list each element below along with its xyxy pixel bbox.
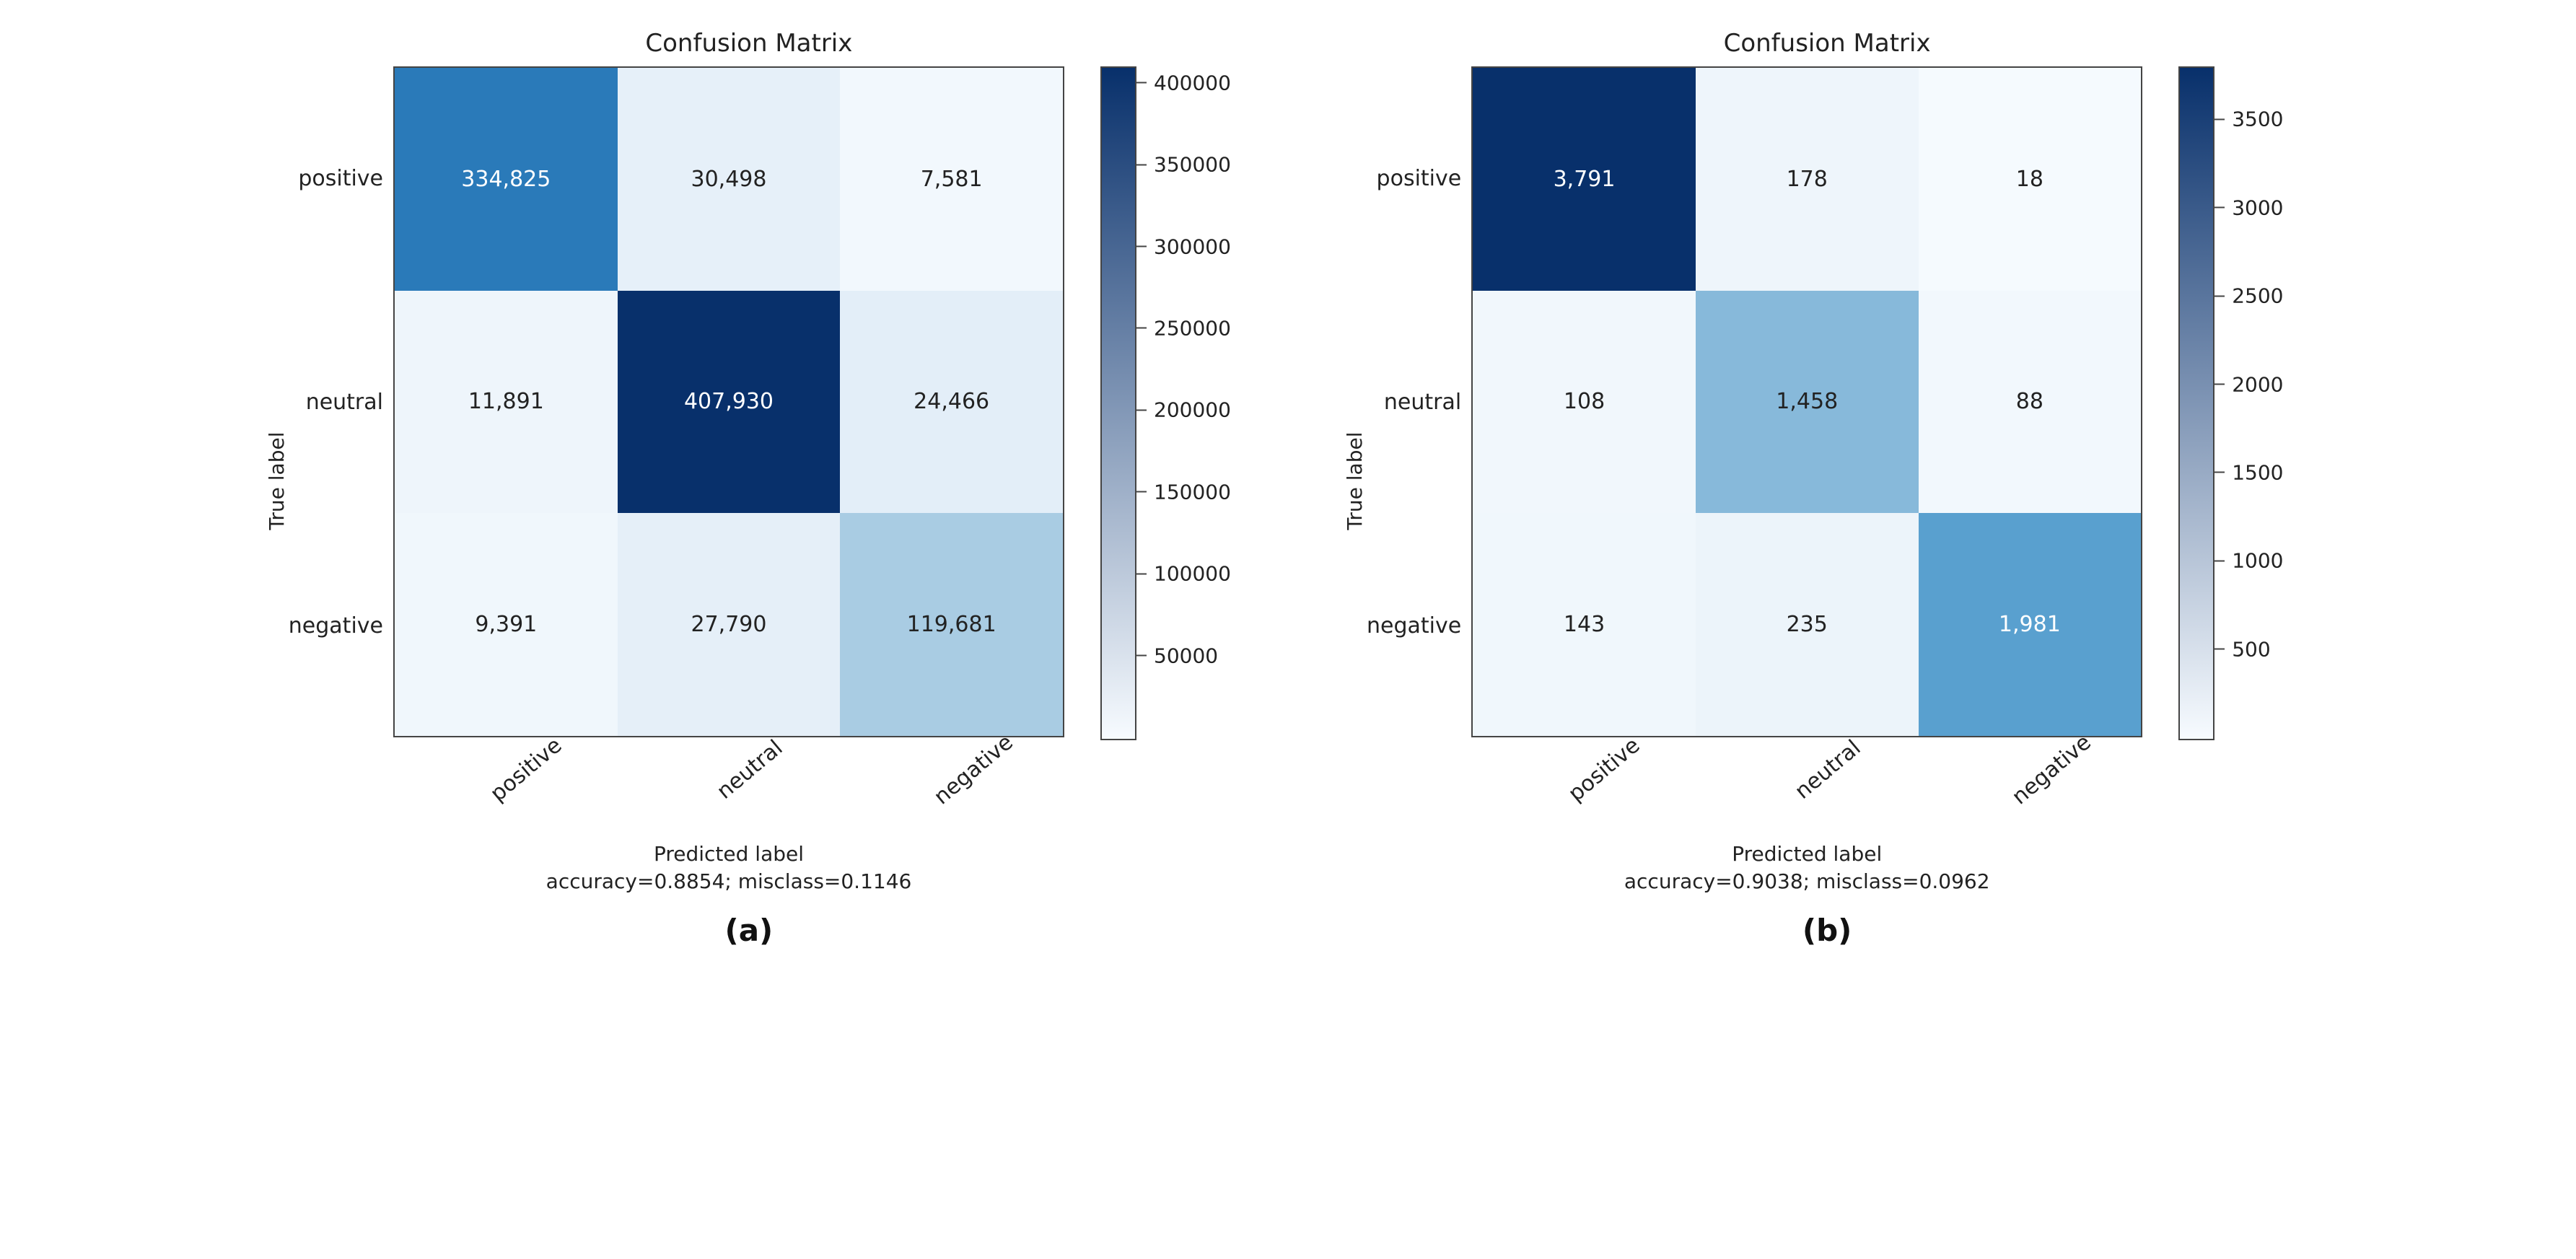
panel-b-colorbar-ticks: 3500 3000 2500 2000 1500 1000 500	[2214, 66, 2316, 737]
panel-b-title: Confusion Matrix	[1724, 29, 1931, 58]
cm-cell-r0-c1: 30,498	[618, 68, 841, 291]
cbar-tick-2000: 2000	[2214, 372, 2283, 396]
panel-b-colorbar-bar	[2178, 66, 2214, 740]
cbar-tick-250000: 250000	[1136, 316, 1231, 340]
cm-cell-r0-c0: 334,825	[395, 68, 618, 291]
panel-b-xticks: positive neutral negative	[1471, 745, 2142, 790]
cbar-tick-2500: 2500	[2214, 284, 2283, 308]
cbar-tick-200000: 200000	[1136, 398, 1231, 422]
panel-a-title: Confusion Matrix	[645, 29, 852, 58]
cbar-tick-150000: 150000	[1136, 480, 1231, 504]
ytick-negative: negative	[1367, 514, 1461, 737]
cbar-tick-3000: 3000	[2214, 196, 2283, 219]
panel-a-xlabel-line2: accuracy=0.8854; misclass=0.1146	[546, 868, 912, 895]
panel-a-colorbar-ticks: 400000 350000 300000 250000 200000 150000 1000…	[1136, 66, 1237, 737]
cbar-tick-50000: 50000	[1136, 644, 1218, 667]
panel-a-xaxis-block: Predicted label accuracy=0.8854; misclas…	[393, 841, 1064, 895]
panel-b-subfig-label: (b)	[1802, 913, 1852, 948]
cm-cell-r1-c1: 407,930	[618, 291, 841, 514]
ytick-positive: positive	[298, 66, 383, 290]
panel-b-yticks: positive neutral negative	[1367, 66, 1471, 737]
ytick-negative: negative	[289, 514, 383, 737]
panel-b-heat-area: True label positive neutral negative 3,7…	[1339, 66, 2316, 895]
panel-a-ylabel: True label	[260, 66, 289, 895]
panel-b: Confusion Matrix True label positive neu…	[1339, 29, 2316, 948]
panel-a-colorbar: 400000 350000 300000 250000 200000 150000 1000…	[1100, 66, 1237, 895]
ytick-positive: positive	[1377, 66, 1462, 290]
cbar-tick-1500: 1500	[2214, 460, 2283, 484]
panel-b-matrix-col: 3,791178181081,458881432351,981 positive…	[1471, 66, 2142, 895]
cm-cell-r1-c0: 108	[1473, 291, 1696, 514]
panel-a: Confusion Matrix True label positive neu…	[260, 29, 1237, 948]
panel-a-colorbar-bar	[1100, 66, 1136, 740]
cm-cell-r0-c1: 178	[1696, 68, 1919, 291]
panel-a-heat-area: True label positive neutral negative 334…	[260, 66, 1237, 895]
cbar-tick-300000: 300000	[1136, 234, 1231, 258]
cm-cell-r1-c2: 24,466	[840, 291, 1063, 514]
panel-b-xlabel-line2: accuracy=0.9038; misclass=0.0962	[1624, 868, 1990, 895]
cbar-tick-1000: 1000	[2214, 549, 2283, 573]
cm-cell-r1-c1: 1,458	[1696, 291, 1919, 514]
cm-cell-r1-c0: 11,891	[395, 291, 618, 514]
figure-row: Confusion Matrix True label positive neu…	[0, 0, 2576, 962]
panel-a-subfig-label: (a)	[725, 913, 774, 948]
cm-cell-r1-c2: 88	[1919, 291, 2142, 514]
panel-a-matrix-col: 334,82530,4987,58111,891407,93024,4669,3…	[393, 66, 1064, 895]
cm-cell-r0-c2: 7,581	[840, 68, 1063, 291]
cbar-tick-100000: 100000	[1136, 562, 1231, 586]
panel-b-colorbar: 3500 3000 2500 2000 1500 1000 500	[2178, 66, 2316, 895]
panel-b-xaxis-block: Predicted label accuracy=0.9038; misclas…	[1471, 841, 2142, 895]
ytick-neutral: neutral	[1384, 290, 1461, 514]
panel-a-yticks: positive neutral negative	[289, 66, 393, 737]
ytick-neutral: neutral	[306, 290, 383, 514]
cm-cell-r0-c2: 18	[1919, 68, 2142, 291]
panel-b-ylabel: True label	[1339, 66, 1367, 895]
cbar-tick-500: 500	[2214, 637, 2270, 661]
panel-b-matrix: 3,791178181081,458881432351,981	[1471, 66, 2142, 737]
cbar-tick-350000: 350000	[1136, 153, 1231, 177]
cbar-tick-3500: 3500	[2214, 108, 2283, 131]
cbar-tick-400000: 400000	[1136, 71, 1231, 95]
panel-a-matrix: 334,82530,4987,58111,891407,93024,4669,3…	[393, 66, 1064, 737]
cm-cell-r0-c0: 3,791	[1473, 68, 1696, 291]
panel-a-xticks: positive neutral negative	[393, 745, 1064, 790]
